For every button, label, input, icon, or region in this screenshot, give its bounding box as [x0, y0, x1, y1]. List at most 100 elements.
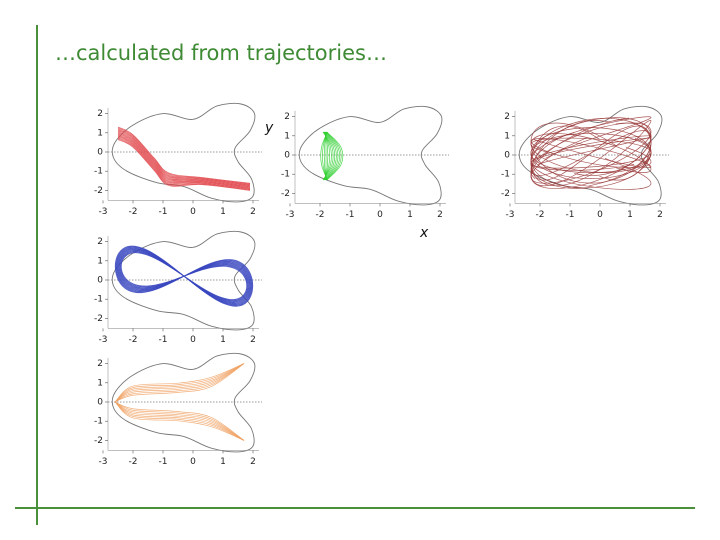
x-tick-label: -3: [506, 210, 515, 220]
x-tick-label: 0: [377, 210, 383, 220]
y-tick-label: 1: [284, 131, 290, 141]
y-tick-label: 0: [97, 398, 103, 408]
y-tick-label: 2: [97, 109, 103, 119]
trajectory: [114, 401, 245, 441]
trajectory: [117, 134, 251, 189]
trajectory: [114, 363, 245, 403]
trajectory: [117, 130, 251, 186]
y-tick-label: -1: [94, 167, 103, 177]
y-tick-label: -2: [94, 436, 103, 446]
x-tick-label: -1: [159, 335, 168, 345]
trajectory: [114, 363, 245, 403]
x-tick-label: -3: [99, 207, 108, 217]
trajectory: [114, 245, 254, 307]
trajectory: [117, 138, 251, 191]
trajectory-panel: -3 -2 -1 0 1 2 2 1 0 -1 -2: [94, 352, 262, 467]
trajectory-panel: -3 -2 -1 0 1 2 2 1 0 -1 -2: [94, 230, 262, 345]
trajectory: [530, 122, 652, 184]
x-tick-label: -2: [129, 335, 138, 345]
x-tick-label: -2: [316, 210, 325, 220]
x-tick-label: 1: [220, 457, 226, 467]
x-tick-label: -2: [129, 207, 138, 217]
domain-boundary: [111, 102, 256, 203]
trajectory: [323, 131, 327, 180]
x-tick-label: -1: [159, 457, 168, 467]
trajectory: [114, 363, 245, 403]
trajectory: [117, 133, 251, 188]
trajectory-panel: -3 -2 -1 0 1 2 2 1 0 -1 -2: [94, 102, 262, 217]
trajectory: [117, 126, 251, 184]
trajectory: [323, 131, 330, 181]
x-tick-label: -1: [346, 210, 355, 220]
x-tick-label: -2: [129, 457, 138, 467]
y-tick-label: -1: [501, 170, 510, 180]
x-tick-label: -3: [99, 335, 108, 345]
y-tick-label: 2: [284, 112, 290, 122]
x-tick-label: 0: [597, 210, 603, 220]
x-tick-label: -1: [159, 207, 168, 217]
trajectory: [114, 401, 245, 441]
x-tick-label: 1: [220, 207, 226, 217]
trajectory: [117, 135, 251, 189]
x-tick-label: 2: [250, 457, 256, 467]
y-tick-label: -1: [94, 417, 103, 427]
y-tick-label: -1: [94, 295, 103, 305]
trajectory: [324, 131, 339, 181]
trajectory: [117, 131, 251, 187]
trajectory: [117, 132, 251, 187]
x-tick-label: -1: [566, 210, 575, 220]
y-tick-label: 0: [504, 151, 510, 161]
trajectory: [320, 131, 328, 181]
y-tick-label: 0: [97, 276, 103, 286]
trajectory: [530, 120, 652, 187]
x-tick-label: 2: [250, 207, 256, 217]
y-tick-label: 2: [504, 112, 510, 122]
trajectory: [114, 401, 245, 441]
trajectory: [117, 137, 251, 190]
x-tick-label: 2: [250, 335, 256, 345]
y-tick-label: 1: [97, 128, 103, 138]
y-tick-label: -2: [501, 189, 510, 199]
trajectory: [117, 127, 251, 185]
domain-boundary: [298, 105, 443, 206]
trajectory: [325, 131, 340, 181]
trajectory: [114, 363, 245, 403]
trajectory: [117, 129, 251, 186]
y-tick-label: 1: [97, 256, 103, 266]
x-tick-label: 0: [190, 335, 196, 345]
y-tick-label: 1: [504, 131, 510, 141]
y-tick-label: 2: [97, 237, 103, 247]
trajectory: [324, 131, 329, 181]
trajectory: [114, 401, 245, 441]
x-tick-label: 0: [190, 457, 196, 467]
x-tick-label: 1: [220, 335, 226, 345]
x-tick-label: 2: [657, 210, 663, 220]
y-tick-label: -2: [94, 314, 103, 324]
trajectory: [117, 139, 251, 191]
trajectory: [114, 401, 245, 441]
trajectory: [117, 128, 251, 185]
domain-boundary: [111, 352, 256, 453]
trajectory: [530, 133, 652, 174]
trajectory: [530, 122, 652, 184]
y-tick-label: -2: [94, 186, 103, 196]
domain-boundary: [111, 230, 256, 331]
y-tick-label: 1: [97, 378, 103, 388]
trajectory: [117, 136, 251, 190]
trajectory: [114, 363, 245, 403]
x-tick-label: -3: [286, 210, 295, 220]
y-axis-label: y: [264, 120, 274, 136]
x-axis-label: x: [419, 225, 429, 241]
trajectory: [322, 131, 334, 181]
y-tick-label: -1: [281, 170, 290, 180]
slide-title: …calculated from trajectories…: [55, 41, 387, 65]
trajectory: [323, 131, 336, 181]
y-tick-label: 0: [284, 151, 290, 161]
trajectory: [114, 363, 245, 403]
trajectory: [322, 131, 328, 181]
y-tick-label: 2: [97, 359, 103, 369]
trajectory-panel: -3 -2 -1 0 1 2 2 1 0 -1 -2: [501, 105, 669, 220]
trajectory: [530, 133, 652, 174]
trajectory: [114, 401, 245, 441]
